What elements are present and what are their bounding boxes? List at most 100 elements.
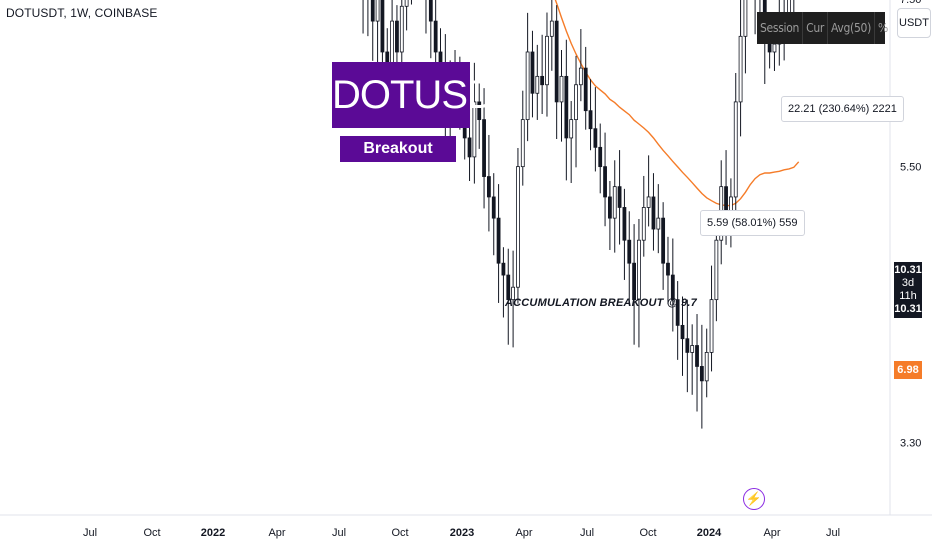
- candle-body: [685, 338, 690, 353]
- candle-body: [704, 352, 709, 382]
- candle-body: [491, 196, 496, 219]
- candle-body: [709, 299, 714, 353]
- candle-body: [675, 299, 680, 326]
- candle-body: [598, 146, 603, 168]
- candle-body: [433, 20, 438, 53]
- x-tick-label: Jul: [83, 527, 97, 539]
- y-tick-label: 3.30: [900, 438, 921, 450]
- last-price-value: 10.31: [894, 264, 922, 276]
- candle-body: [593, 128, 598, 148]
- candle-body: [540, 75, 545, 86]
- candle-body: [666, 262, 670, 276]
- chart-toolbar: Session Cur Avg(50) %: [757, 12, 888, 44]
- candle-body: [583, 67, 588, 112]
- candle-body: [690, 345, 695, 353]
- candle-body: [520, 119, 525, 168]
- candle-body: [608, 196, 612, 219]
- candle-body: [472, 101, 477, 158]
- candle-body: [506, 274, 511, 301]
- candle-body: [637, 239, 641, 301]
- candle-body: [554, 20, 559, 103]
- candle-body: [399, 5, 404, 53]
- candle-body: [656, 217, 661, 230]
- x-tick-label: Jul: [580, 527, 594, 539]
- measure-label-large[interactable]: 22.21 (230.64%) 2221: [781, 96, 904, 122]
- candle-body: [482, 119, 486, 177]
- candle-body: [699, 366, 704, 382]
- candle-body: [612, 186, 617, 219]
- bar-countdown: 3d 11h: [899, 277, 917, 302]
- candle-body: [525, 51, 530, 121]
- x-tick-label: Jul: [826, 527, 840, 539]
- candle-body: [467, 137, 472, 158]
- candle-body: [651, 196, 656, 230]
- x-tick-label: 2024: [697, 527, 722, 539]
- x-tick-label: 2023: [450, 527, 474, 539]
- candle-body: [646, 196, 651, 208]
- candle-body: [641, 207, 646, 241]
- candle-body: [670, 274, 675, 301]
- measure-label-small[interactable]: 5.59 (58.01%) 559: [700, 210, 805, 236]
- candle-body: [588, 110, 593, 130]
- x-tick-label: Oct: [391, 527, 408, 539]
- y-tick-label: 5.50: [900, 162, 921, 174]
- currency-button[interactable]: USDT: [897, 8, 931, 38]
- candle-body: [545, 35, 549, 86]
- toolbar-percent[interactable]: %: [878, 21, 888, 35]
- title-badge: DOTUSDT: [332, 62, 519, 128]
- candle-body: [632, 262, 636, 301]
- flash-icon[interactable]: ⚡: [743, 488, 765, 510]
- candle-body: [559, 75, 564, 103]
- toolbar-avg[interactable]: Avg(50): [828, 12, 876, 44]
- candle-body: [501, 262, 506, 276]
- candle-body: [603, 166, 607, 198]
- candle-body: [617, 186, 622, 208]
- candle-body: [695, 345, 699, 367]
- candle-body: [714, 239, 719, 301]
- candle-body: [395, 20, 399, 53]
- x-tick-label: Apr: [763, 527, 780, 539]
- candle-body: [535, 75, 540, 94]
- candle-body: [370, 0, 375, 22]
- candle-body: [564, 75, 569, 139]
- candle-body: [569, 119, 574, 139]
- candle-body: [380, 0, 385, 53]
- candle-body: [375, 0, 380, 22]
- candle-body: [738, 35, 743, 103]
- subtitle-badge: Breakout Alert!!: [340, 136, 456, 183]
- x-tick-label: Apr: [268, 527, 285, 539]
- candle-body: [404, 0, 409, 7]
- candle-body: [661, 217, 666, 264]
- symbol-title[interactable]: DOTUSDT, 1W, COINBASE: [6, 6, 158, 20]
- candle-body: [496, 217, 501, 264]
- candle-body: [477, 101, 482, 121]
- candle-body: [622, 207, 627, 241]
- candle-body: [574, 84, 578, 121]
- x-tick-label: Jul: [332, 527, 346, 539]
- candle-body: [511, 286, 516, 301]
- ma-polyline: [554, 0, 800, 207]
- last-price-tag: 10.31 3d 11h: [894, 262, 922, 302]
- candle-body: [530, 51, 535, 94]
- candle-body: [772, 43, 777, 53]
- candle-body: [549, 20, 554, 37]
- candle-body: [428, 0, 433, 22]
- last-price-line-tag: 10.31: [894, 300, 922, 318]
- candle-body: [578, 67, 583, 86]
- y-tick-label: 7.50: [900, 0, 921, 6]
- candle-body: [743, 0, 748, 37]
- candle-body: [680, 324, 685, 340]
- toolbar-session[interactable]: Session: [757, 12, 804, 44]
- ma-line: [554, 0, 800, 207]
- candle-body: [733, 101, 738, 198]
- toolbar-currency[interactable]: Cur: [803, 12, 829, 44]
- breakout-label: ACCUMULATION BREAKOUT @ 9.7: [505, 297, 697, 309]
- x-tick-label: 2022: [201, 527, 225, 539]
- candle-body: [627, 239, 632, 264]
- x-tick-label: Oct: [143, 527, 160, 539]
- ma-value-tag: 6.98: [894, 361, 922, 379]
- candle-body: [486, 176, 491, 198]
- x-tick-label: Oct: [639, 527, 656, 539]
- candle-body: [516, 166, 520, 288]
